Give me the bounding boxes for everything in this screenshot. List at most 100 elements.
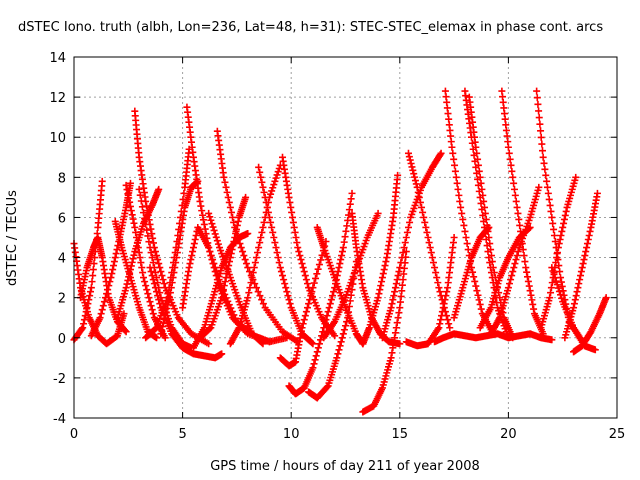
data-point xyxy=(443,288,451,296)
data-point xyxy=(557,231,565,239)
data-point xyxy=(336,342,344,350)
data-point xyxy=(436,288,444,296)
data-point xyxy=(327,296,335,304)
data-point xyxy=(275,259,283,267)
data-point xyxy=(488,258,496,266)
data-point xyxy=(472,143,480,151)
y-tick-label: 0 xyxy=(58,332,66,347)
y-tick-label: 2 xyxy=(58,292,66,307)
data-point xyxy=(108,270,116,278)
data-point xyxy=(263,203,271,211)
data-point xyxy=(89,272,97,280)
data-point xyxy=(310,360,318,368)
data-point xyxy=(299,320,307,328)
data-point xyxy=(339,330,347,338)
data-point xyxy=(578,264,586,272)
data-point xyxy=(125,194,133,202)
data-point xyxy=(149,259,157,267)
data-point xyxy=(487,252,495,260)
data-point xyxy=(106,278,114,286)
data-point xyxy=(166,294,174,302)
data-point xyxy=(229,213,237,221)
data-point xyxy=(378,274,386,282)
data-point xyxy=(171,264,179,272)
data-point xyxy=(390,339,398,347)
data-point xyxy=(187,256,195,264)
data-point xyxy=(222,183,230,191)
data-point xyxy=(542,171,550,179)
data-point xyxy=(307,292,315,300)
data-point xyxy=(236,240,244,248)
data-point xyxy=(149,234,157,242)
data-point xyxy=(141,278,149,286)
data-point xyxy=(166,289,174,297)
data-point xyxy=(338,252,346,260)
series-arc-2 xyxy=(70,177,106,344)
data-point xyxy=(122,181,130,189)
x-tick-label: 5 xyxy=(178,427,186,442)
y-tick-label: 10 xyxy=(49,131,66,146)
data-point xyxy=(172,259,180,267)
data-point xyxy=(405,153,413,161)
data-point xyxy=(269,228,277,236)
data-point xyxy=(440,300,448,308)
data-point xyxy=(602,294,610,302)
data-point xyxy=(209,223,217,231)
data-point xyxy=(247,279,255,287)
data-point xyxy=(98,177,106,185)
data-point xyxy=(218,350,226,358)
data-point xyxy=(321,320,329,328)
data-point xyxy=(124,190,132,198)
data-point xyxy=(337,338,345,346)
data-point xyxy=(481,209,489,217)
data-point xyxy=(252,284,260,292)
data-point xyxy=(294,244,302,252)
data-point xyxy=(122,284,130,292)
data-point xyxy=(230,218,238,226)
data-point xyxy=(526,287,534,295)
data-point xyxy=(312,274,320,282)
data-point xyxy=(445,320,453,328)
data-point xyxy=(429,259,437,267)
data-point xyxy=(411,177,419,185)
data-point xyxy=(374,294,382,302)
data-point xyxy=(221,278,229,286)
data-point xyxy=(575,280,583,288)
data-point xyxy=(129,215,137,223)
data-point xyxy=(322,316,330,324)
data-point xyxy=(158,326,166,334)
data-point xyxy=(402,234,410,241)
data-point xyxy=(272,174,280,182)
data-point xyxy=(479,191,487,199)
data-point xyxy=(348,286,356,294)
data-point xyxy=(539,153,547,161)
data-point xyxy=(593,189,601,197)
data-point xyxy=(149,310,157,318)
data-point xyxy=(541,165,549,173)
data-point xyxy=(209,260,217,268)
data-point xyxy=(303,280,311,288)
data-point xyxy=(473,287,481,295)
data-point xyxy=(554,244,562,252)
data-point xyxy=(473,149,481,157)
data-point xyxy=(229,242,237,250)
data-point xyxy=(555,240,563,248)
x-tick-label: 15 xyxy=(392,427,409,442)
data-point xyxy=(126,198,134,206)
data-point xyxy=(347,195,355,203)
data-point xyxy=(580,256,588,264)
data-point xyxy=(121,327,129,335)
data-point xyxy=(486,240,494,248)
data-point xyxy=(547,289,555,297)
x-axis: 0 5 10 15 20 25 xyxy=(70,57,625,442)
data-point xyxy=(523,268,531,276)
data-point xyxy=(317,256,325,264)
data-point xyxy=(123,280,131,288)
data-point xyxy=(246,284,254,292)
data-point xyxy=(190,240,198,248)
data-point xyxy=(558,227,566,235)
data-point xyxy=(240,252,248,260)
data-point xyxy=(290,223,298,231)
data-point xyxy=(438,308,446,316)
data-point xyxy=(583,244,591,252)
